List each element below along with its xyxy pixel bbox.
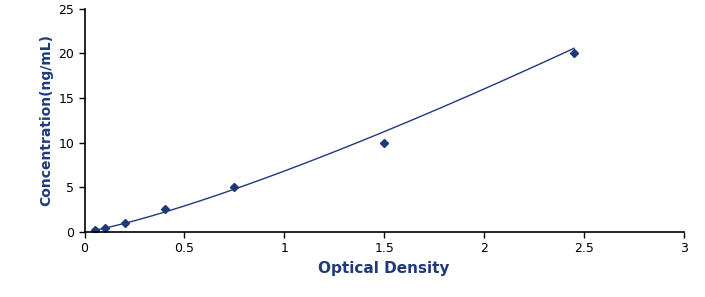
Y-axis label: Concentration(ng/mL): Concentration(ng/mL)	[39, 34, 53, 206]
X-axis label: Optical Density: Optical Density	[319, 261, 450, 276]
